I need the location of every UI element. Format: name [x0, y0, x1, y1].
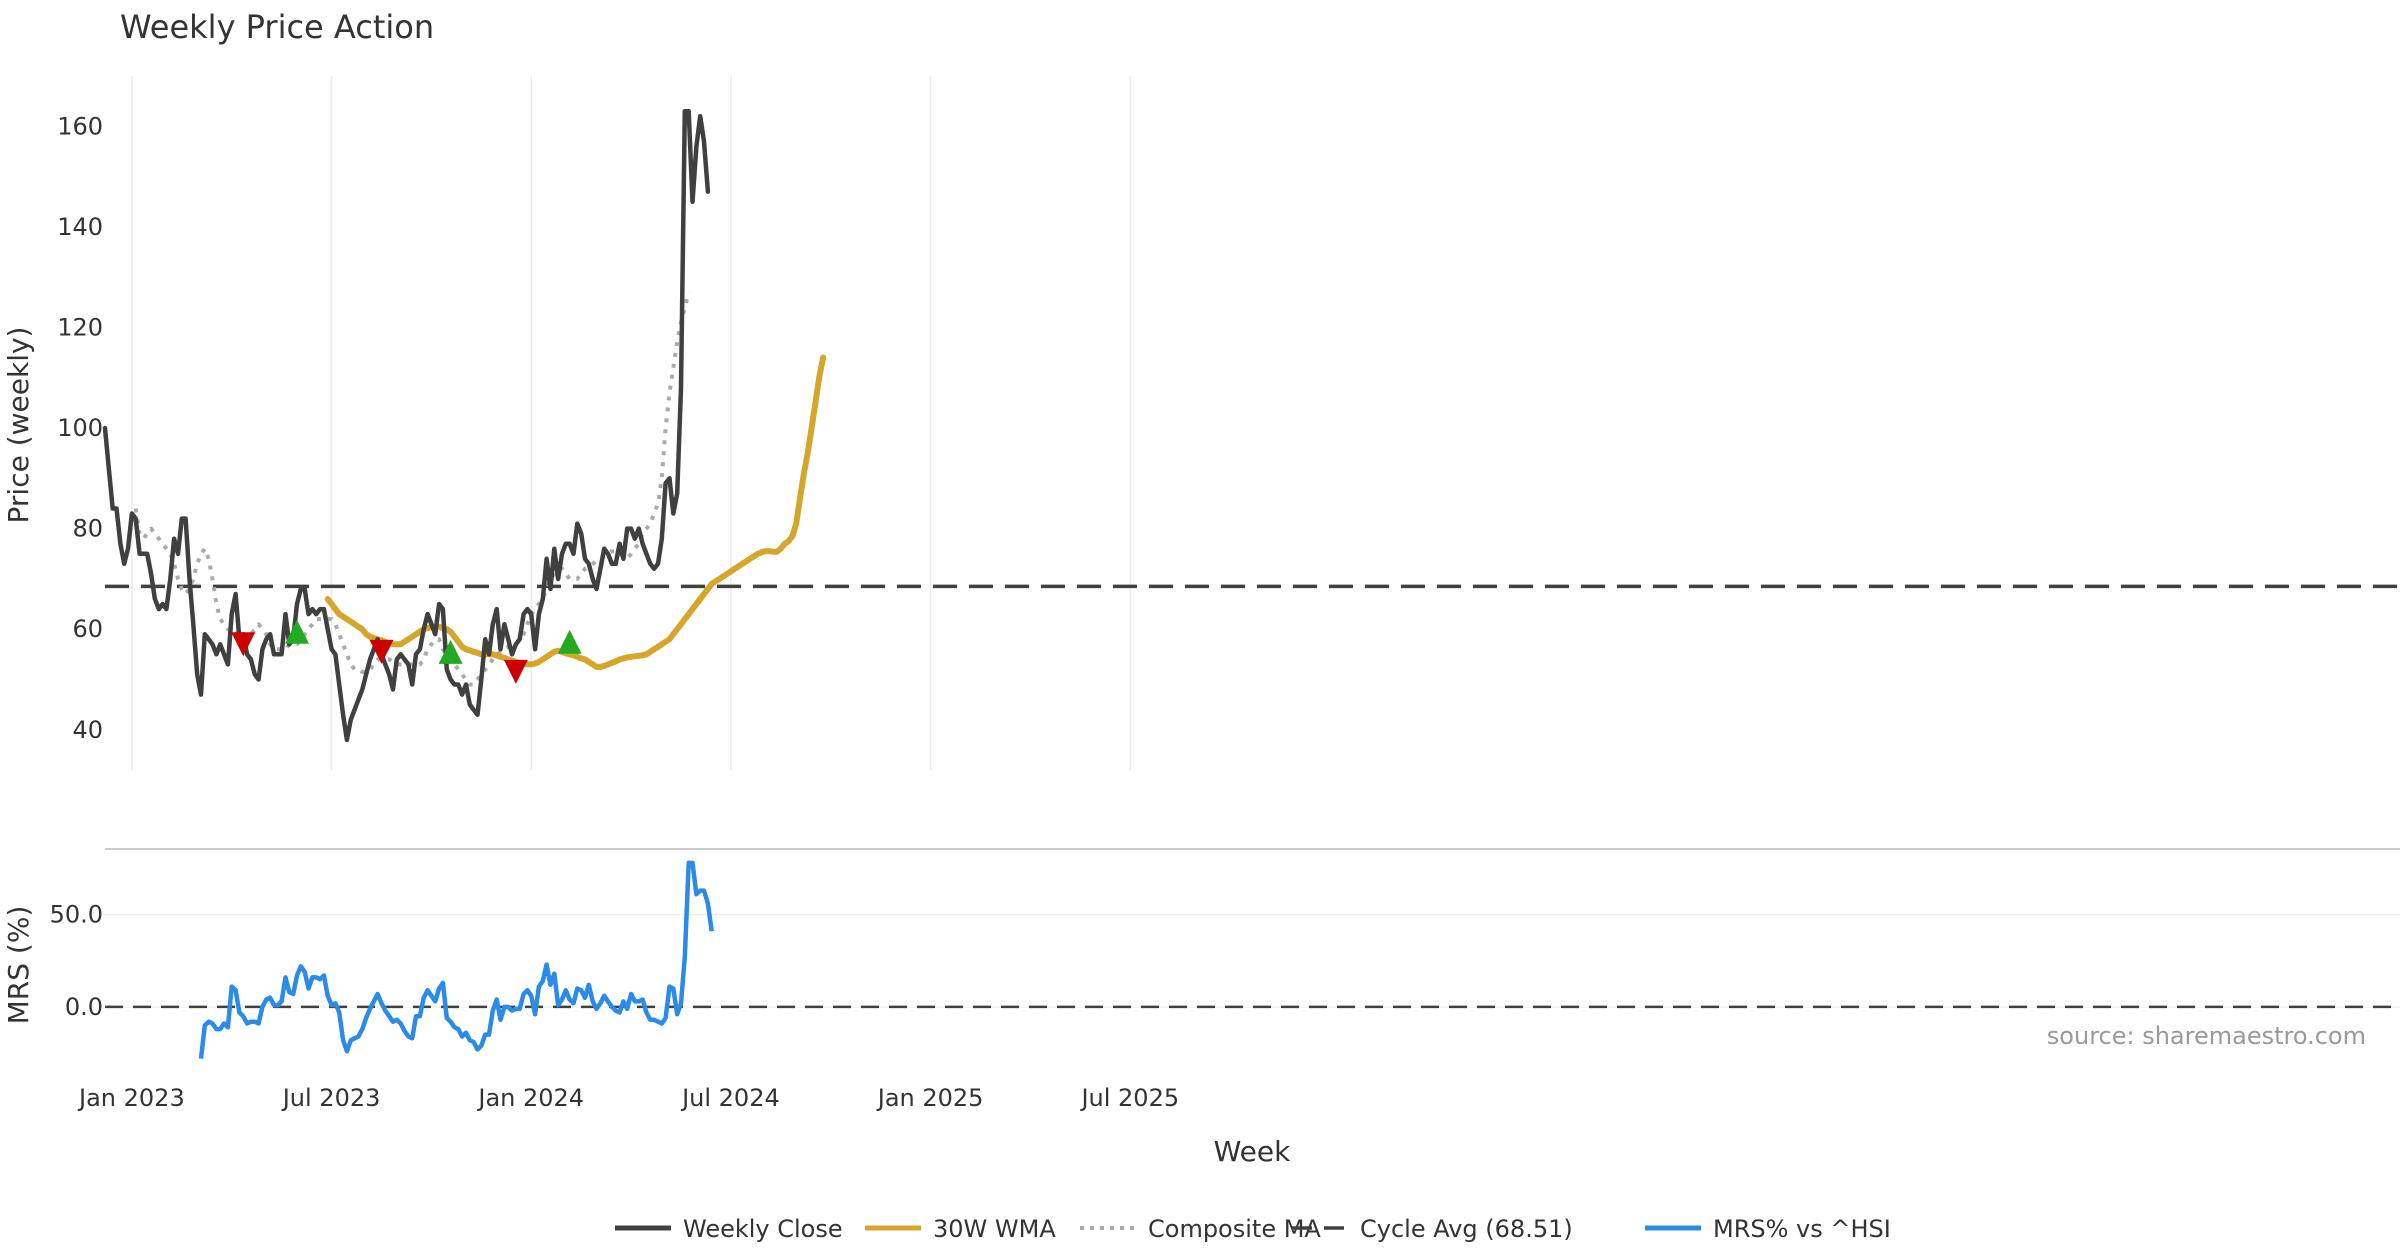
legend-entry: Cycle Avg (68.51) — [1292, 1215, 1573, 1243]
legend-entry: MRS% vs ^HSI — [1645, 1215, 1891, 1243]
buy-signal-marker — [438, 639, 463, 664]
series-layer — [102, 108, 827, 1059]
price-y-axis-label: Price (weekly) — [2, 327, 35, 524]
mrs-y-axis-label: MRS (%) — [2, 906, 35, 1025]
price-y-tick-label: 60 — [72, 615, 103, 643]
grid-layer — [105, 76, 2400, 1008]
wma-30w-line — [324, 354, 827, 670]
chart-title: Weekly Price Action — [120, 8, 434, 46]
price-y-tick-label: 40 — [72, 716, 103, 744]
x-tick-label: Jul 2024 — [680, 1084, 780, 1112]
mrs-line — [198, 860, 714, 1059]
source-note: source: sharemaestro.com — [2047, 1022, 2366, 1050]
sell-signal-marker — [231, 632, 256, 657]
price-y-tick-label: 120 — [57, 313, 103, 341]
signal-markers — [231, 619, 582, 684]
x-tick-label: Jul 2025 — [1079, 1084, 1179, 1112]
tick-labels: Jan 2023 Jul 2023 Jan 2024 Jul 2024 Jan 2025… — [50, 112, 1180, 1112]
price-y-tick-label: 140 — [57, 213, 103, 241]
legend-label: Cycle Avg (68.51) — [1360, 1215, 1573, 1243]
legend-entry: Composite MA — [1080, 1215, 1321, 1243]
buy-signal-marker — [557, 629, 582, 654]
x-tick-label: Jan 2023 — [77, 1084, 185, 1112]
composite-ma-line — [133, 291, 691, 687]
mrs-y-tick-label: 0.0 — [65, 993, 103, 1021]
sell-signal-marker — [503, 659, 528, 684]
sell-signal-marker — [369, 639, 394, 664]
legend-entry: 30W WMA — [865, 1215, 1056, 1243]
mrs-y-tick-label: 50.0 — [50, 901, 103, 929]
x-tick-label: Jan 2025 — [876, 1084, 984, 1112]
price-y-tick-label: 100 — [57, 414, 103, 442]
reference-lines — [105, 584, 2400, 1009]
price-y-tick-label: 80 — [72, 515, 103, 543]
legend-label: MRS% vs ^HSI — [1713, 1215, 1891, 1243]
x-axis-label: Week — [1214, 1135, 1291, 1168]
legend: Weekly Close 30W WMA Composite MA Cycle Avg… — [615, 1215, 1891, 1243]
legend-label: Weekly Close — [683, 1215, 843, 1243]
buy-signal-marker — [285, 619, 309, 644]
x-tick-label: Jul 2023 — [281, 1084, 381, 1112]
weekly-close-line — [102, 108, 711, 743]
x-tick-label: Jan 2024 — [476, 1084, 584, 1112]
legend-label: 30W WMA — [933, 1215, 1056, 1243]
legend-entry: Weekly Close — [615, 1215, 843, 1243]
price-y-tick-label: 160 — [57, 112, 103, 140]
